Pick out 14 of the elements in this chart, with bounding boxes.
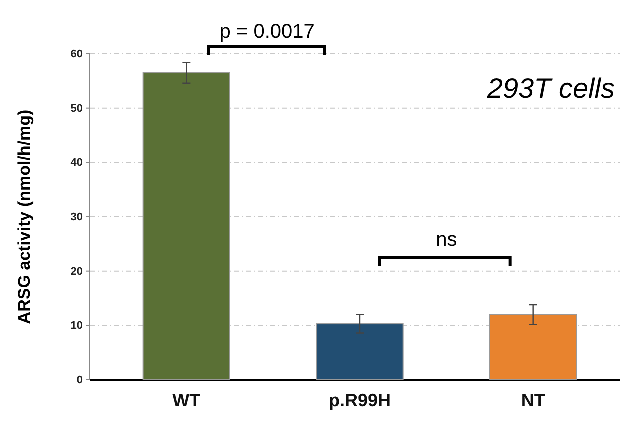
text: p = 0.0017 [220, 21, 315, 43]
y-tick-label: 60 [70, 48, 83, 61]
y-tick-label: 20 [70, 266, 83, 278]
y-tick-label: 0 [76, 374, 83, 387]
annotation: 293T cells [486, 73, 615, 104]
y-axis-title: ARSG activity (nmol/h/mg) [15, 110, 34, 324]
x-tick-label: WT [172, 390, 201, 410]
y-tick-label: 10 [70, 320, 83, 332]
y-tick-label: 30 [70, 212, 83, 224]
x-tick-label: NT [521, 390, 546, 410]
y-tick-label: 50 [70, 102, 83, 115]
annotation: ns [436, 229, 458, 251]
y-tick-label: 40 [70, 157, 83, 170]
x-tick-label: p.R99H [328, 390, 392, 410]
